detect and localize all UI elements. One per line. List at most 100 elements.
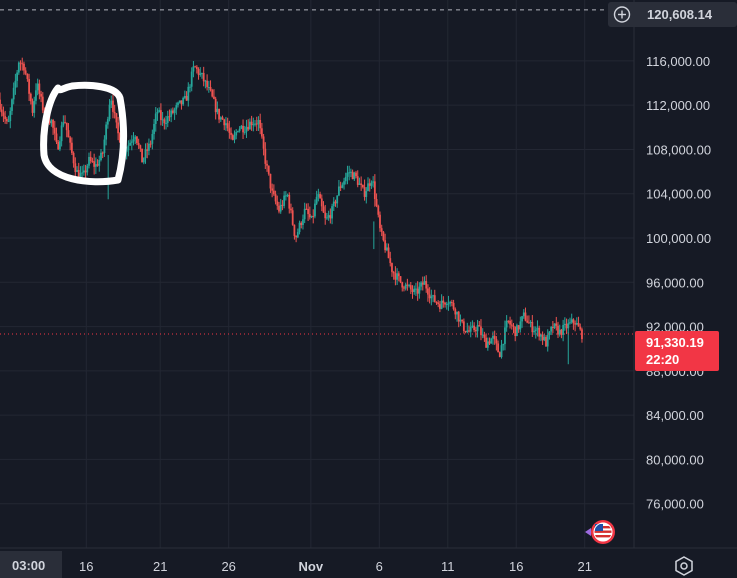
plus-circle-icon[interactable]	[613, 6, 631, 23]
candle-body	[468, 330, 470, 332]
candle-body	[548, 331, 551, 335]
candle-body	[529, 321, 532, 323]
countdown-timer: 22:20	[646, 352, 679, 367]
candle-body	[409, 285, 412, 290]
candle-body	[74, 163, 77, 172]
candle-body	[462, 321, 465, 332]
candle-body	[471, 325, 474, 328]
candle-body	[103, 139, 106, 153]
candle-body	[295, 235, 298, 238]
candle-body	[317, 194, 320, 197]
candle-body	[70, 142, 73, 153]
candle-body	[538, 327, 541, 337]
candle-body	[206, 80, 209, 88]
candle-body	[69, 137, 72, 143]
candle-body	[170, 110, 173, 117]
candle-body	[485, 337, 488, 348]
candle-body	[461, 319, 464, 322]
candle-body	[375, 199, 378, 206]
candle-body	[209, 86, 212, 91]
candle-body	[77, 170, 80, 178]
candle-body	[153, 124, 155, 135]
candle-body	[353, 172, 356, 180]
candles-group[interactable]	[0, 57, 583, 365]
candle-body	[226, 123, 229, 129]
candle-body	[449, 302, 452, 304]
candle-body	[59, 141, 61, 150]
price-axis[interactable]	[634, 0, 737, 548]
candle-body	[524, 312, 527, 321]
candle-body	[254, 123, 256, 125]
grid-lines	[0, 0, 634, 548]
candle-body	[262, 136, 265, 149]
candle-body	[52, 119, 54, 128]
candle-body	[288, 194, 291, 209]
candle-body	[106, 119, 109, 125]
candle-body	[127, 145, 130, 151]
candle-body	[89, 156, 92, 161]
candle-body	[404, 284, 407, 289]
candle-body	[344, 176, 347, 182]
candle-body	[396, 273, 399, 280]
alert-price-box[interactable]	[608, 2, 737, 27]
candle-body	[233, 135, 236, 140]
candle-body	[577, 323, 580, 327]
candle-body	[522, 312, 525, 317]
candle-body	[368, 183, 371, 186]
candle-body	[286, 194, 289, 196]
candle-body	[165, 122, 167, 124]
candle-body	[581, 329, 583, 340]
candle-body	[214, 98, 217, 113]
candle-body	[492, 335, 494, 339]
candle-body	[558, 329, 561, 335]
candle-body	[387, 247, 390, 259]
candle-body	[255, 123, 258, 125]
candle-body	[514, 326, 517, 337]
candle-body	[149, 143, 152, 145]
hand-drawn-circle[interactable]	[40, 81, 127, 186]
price-tick-label: 108,000.00	[646, 142, 711, 157]
candle-body	[26, 73, 29, 79]
candle-body	[12, 87, 15, 100]
candle-body	[339, 186, 342, 188]
candle-body	[231, 134, 234, 140]
candle-body	[382, 231, 385, 241]
time-tick-label: Nov	[299, 559, 324, 574]
candle-body	[505, 320, 508, 328]
candle-body	[4, 116, 7, 119]
candle-body	[343, 181, 345, 185]
candle-body	[86, 165, 89, 173]
candle-body	[531, 321, 534, 333]
candle-body	[33, 100, 36, 113]
candle-body	[560, 329, 563, 335]
candle-body	[62, 122, 65, 126]
candle-body	[332, 201, 335, 207]
candle-body	[163, 119, 166, 124]
time-axis[interactable]	[0, 548, 737, 578]
hexagon-gear-icon[interactable]	[675, 556, 693, 576]
candle-body	[312, 215, 315, 217]
candle-body	[161, 119, 164, 121]
candle-body	[159, 110, 162, 120]
candle-body	[509, 320, 511, 325]
candle-body	[171, 110, 174, 113]
candle-body	[173, 109, 176, 113]
candle-body	[373, 181, 376, 200]
candle-body	[543, 337, 546, 341]
candle-body	[82, 170, 85, 173]
candle-body	[278, 205, 280, 212]
candle-body	[230, 132, 232, 135]
candle-body	[0, 99, 1, 110]
candle-body	[575, 323, 578, 325]
candle-body	[14, 80, 17, 88]
time-tick-label: 6	[376, 559, 383, 574]
us-flag-event-icon[interactable]	[585, 520, 615, 544]
candle-body	[207, 86, 210, 88]
candle-body	[420, 282, 422, 287]
candle-body	[235, 132, 238, 136]
candle-body	[418, 286, 421, 294]
candle-body	[380, 228, 383, 232]
candle-body	[521, 316, 523, 322]
time-tick-label: 21	[577, 559, 591, 574]
